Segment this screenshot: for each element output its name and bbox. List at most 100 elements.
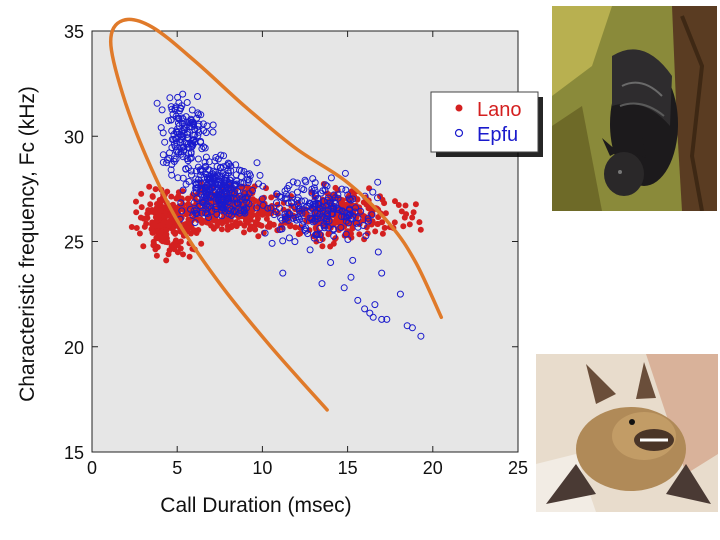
lano-point <box>367 205 374 212</box>
lano-point <box>186 253 193 260</box>
lano-point <box>259 211 266 218</box>
epfu-point <box>235 192 243 200</box>
epfu-point <box>201 144 209 152</box>
lano-point <box>382 210 389 217</box>
epfu-point <box>417 332 425 340</box>
epfu-point <box>331 194 339 202</box>
epfu-point <box>193 206 200 214</box>
epfu-point <box>321 214 329 222</box>
epfu-point <box>226 204 233 212</box>
lano-point <box>224 226 231 233</box>
lano-point <box>152 246 159 253</box>
epfu-point <box>318 280 326 288</box>
epfu-point <box>349 256 357 264</box>
lano-point <box>401 214 408 221</box>
epfu-point <box>344 236 352 243</box>
epfu-point <box>172 135 180 143</box>
lano-point <box>168 193 175 200</box>
epfu-point <box>218 200 226 208</box>
epfu-point <box>281 213 289 221</box>
lano-point <box>174 249 181 256</box>
lano-point <box>313 238 320 245</box>
lano-point <box>412 201 419 208</box>
lano-point <box>200 218 207 224</box>
epfu-point <box>298 209 306 217</box>
epfu-point <box>311 215 319 223</box>
epfu-point <box>330 225 337 233</box>
epfu-point <box>347 215 355 223</box>
epfu-point <box>243 193 251 201</box>
lano-point <box>150 240 157 247</box>
epfu-point <box>294 194 302 202</box>
epfu-point <box>301 197 309 205</box>
epfu-point <box>289 178 297 186</box>
legend-lano-marker <box>455 104 463 112</box>
epfu-point <box>222 195 230 202</box>
epfu-point <box>190 199 198 207</box>
epfu-point <box>199 120 207 128</box>
lano-point <box>149 219 156 226</box>
epfu-point <box>167 166 175 174</box>
lano-point <box>241 229 247 236</box>
epfu-point <box>285 234 293 242</box>
epfu-point <box>173 139 181 147</box>
epfu-point <box>316 224 324 232</box>
epfu-point <box>202 129 210 137</box>
lano-point <box>372 228 379 235</box>
epfu-point <box>349 195 357 203</box>
y-tick-label: 25 <box>64 233 84 253</box>
epfu-point <box>166 94 174 102</box>
lano-point <box>381 224 388 231</box>
epfu-point <box>327 174 335 182</box>
epfu-point <box>185 164 192 172</box>
epfu-point <box>202 170 210 178</box>
epfu-point <box>291 238 299 246</box>
lano-point <box>128 224 135 230</box>
lano-point <box>327 243 334 250</box>
epfu-point <box>177 199 185 207</box>
epfu-point <box>232 171 240 179</box>
legend: Lano Epfu <box>430 91 543 157</box>
epfu-point <box>191 219 199 227</box>
epfu-point <box>317 214 325 222</box>
lano-point <box>166 247 173 254</box>
epfu-point <box>226 176 234 184</box>
lano-point <box>332 184 339 191</box>
epfu-point <box>192 175 200 183</box>
epfu-point <box>184 157 192 165</box>
epfu-point <box>197 137 205 145</box>
lano-point <box>263 215 270 222</box>
epfu-point <box>177 105 184 113</box>
epfu-point <box>232 161 240 169</box>
epfu-point <box>314 199 322 207</box>
epfu-point <box>182 124 190 132</box>
epfu-point <box>374 178 382 186</box>
lano-point <box>145 209 152 216</box>
epfu-point <box>312 231 320 239</box>
epfu-point <box>205 158 213 166</box>
epfu-point <box>361 305 369 313</box>
epfu-point <box>168 135 176 143</box>
epfu-point <box>194 93 201 100</box>
epfu-point <box>334 206 342 214</box>
lano-point <box>133 225 140 231</box>
epfu-point <box>205 214 212 221</box>
lano-point <box>133 198 139 205</box>
lano-point <box>237 220 243 227</box>
lano-point <box>136 230 143 237</box>
epfu-point <box>368 211 376 219</box>
epfu-point <box>324 194 332 202</box>
epfu-point <box>354 296 362 304</box>
epfu-point <box>285 182 293 189</box>
epfu-point <box>279 237 287 245</box>
lano-point <box>395 202 402 208</box>
epfu-point <box>293 179 301 187</box>
epfu-point <box>163 156 171 164</box>
epfu-point <box>198 209 206 217</box>
lano-point <box>166 220 173 227</box>
epfu-point <box>357 207 365 215</box>
lano-point <box>249 185 256 192</box>
lano-point <box>177 238 184 245</box>
epfu-point <box>197 180 205 188</box>
